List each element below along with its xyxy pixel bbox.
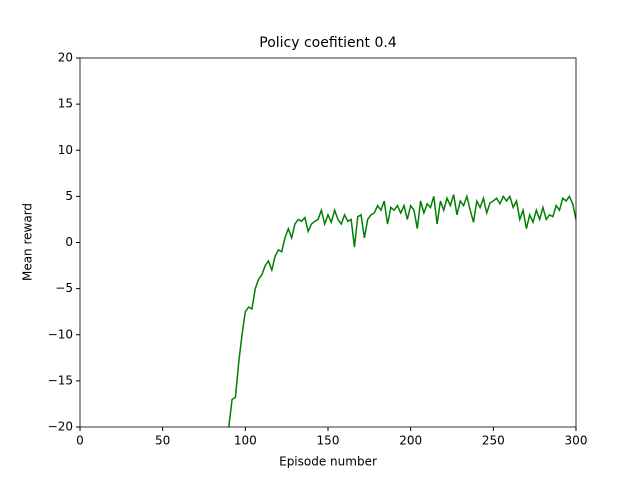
x-tick-label: 0 bbox=[76, 434, 84, 448]
y-tick-label: 5 bbox=[65, 189, 73, 203]
chart-title: Policy coefitient 0.4 bbox=[259, 35, 397, 51]
x-axis-label: Episode number bbox=[279, 455, 377, 469]
y-axis-label: Mean reward bbox=[21, 203, 35, 281]
data-line bbox=[228, 193, 576, 427]
x-tick-label: 200 bbox=[399, 434, 422, 448]
y-tick-label: 0 bbox=[65, 235, 73, 249]
y-tick-label: 15 bbox=[58, 97, 73, 111]
y-tick-label: 20 bbox=[58, 51, 73, 65]
y-tick-label: −15 bbox=[48, 373, 73, 387]
x-tick-label: 300 bbox=[565, 434, 588, 448]
y-tick-label: 10 bbox=[58, 143, 73, 157]
x-tick-label: 100 bbox=[234, 434, 257, 448]
x-tick-label: 250 bbox=[482, 434, 505, 448]
y-tick-label: −20 bbox=[48, 420, 73, 434]
y-tick-label: −5 bbox=[55, 281, 73, 295]
plot-frame bbox=[79, 57, 577, 428]
x-tick-label: 50 bbox=[155, 434, 170, 448]
x-tick-label: 150 bbox=[317, 434, 340, 448]
y-tick-label: −10 bbox=[48, 327, 73, 341]
